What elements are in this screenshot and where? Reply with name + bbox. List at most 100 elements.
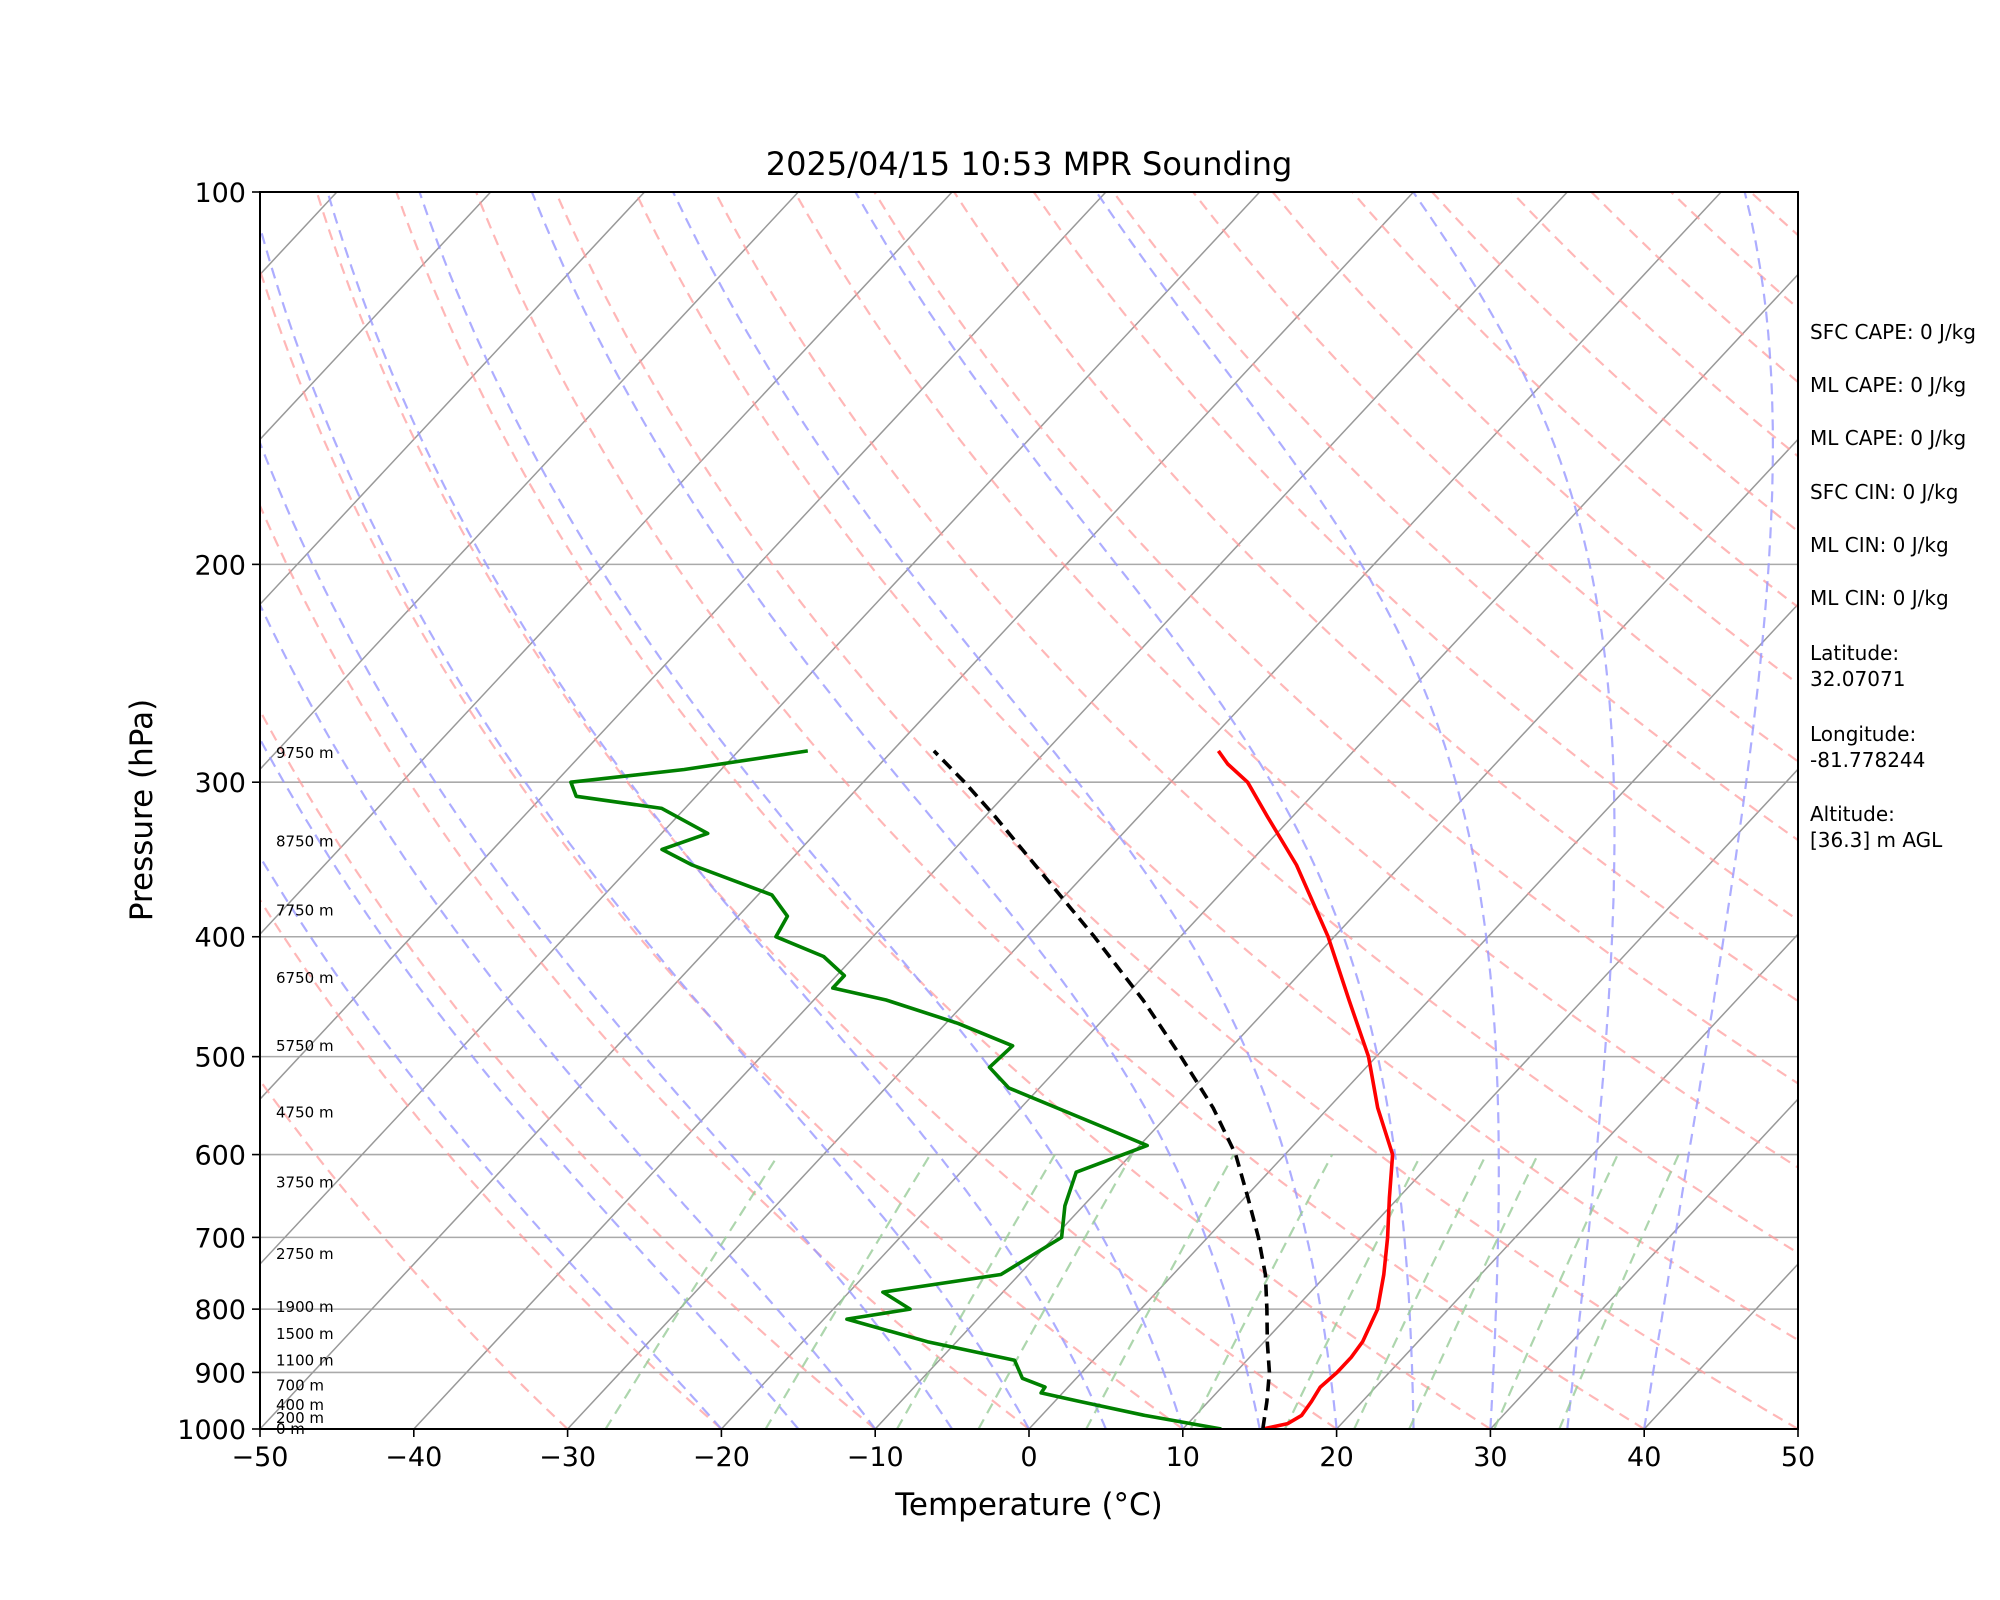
moist-adiabat-line — [260, 223, 1030, 1429]
moist-adiabat-line — [1643, 192, 1775, 1429]
mixing-ratio-line — [1283, 1154, 1422, 1429]
isotherm-line — [1489, 1098, 1798, 1429]
isotherm-lines — [260, 192, 1798, 1429]
mixing-ratio-line — [1085, 1154, 1235, 1429]
stat-sfc-cape: SFC CAPE: 0 J/kg — [1810, 320, 1976, 344]
chart-title: 2025/04/15 10:53 MPR Sounding — [766, 145, 1293, 183]
isotherm-line — [1182, 768, 1798, 1429]
stat-sfc-cin: SFC CIN: 0 J/kg — [1810, 480, 1958, 504]
dry-adiabat-line — [1032, 192, 1798, 922]
isotherm-line — [567, 192, 1722, 1429]
height-label: 200 m — [276, 1409, 324, 1427]
y-tick-label: 300 — [194, 768, 246, 799]
dry-adiabat-line — [953, 192, 1798, 1003]
moist-adiabat-line — [854, 192, 1415, 1429]
dry-adiabat-line — [475, 192, 1645, 1429]
height-label: 2750 m — [276, 1245, 334, 1263]
height-label: 4750 m — [276, 1104, 334, 1122]
y-axis-ticks: 1000 900 800 700 600 500 400 300 200 100 — [177, 178, 260, 1446]
mixing-ratio-line — [1493, 1154, 1619, 1429]
height-label: 6750 m — [276, 969, 334, 987]
dry-adiabat-line — [554, 192, 1798, 1429]
x-tick-label: −10 — [847, 1442, 904, 1473]
dry-adiabat-line — [873, 192, 1798, 1085]
sounding-stats: SFC CAPE: 0 J/kg ML CAPE: 0 J/kg ML CAPE… — [1810, 320, 1976, 852]
dry-adiabat-lines — [260, 192, 1798, 1429]
temperature-profile-line — [1216, 749, 1395, 1429]
stat-latitude-label: Latitude: — [1810, 641, 1899, 665]
x-tick-label: 30 — [1473, 1442, 1507, 1473]
x-tick-label: 20 — [1319, 1442, 1353, 1473]
isotherm-line — [260, 192, 1415, 1429]
height-label: 0 m — [276, 1420, 305, 1438]
isotherm-line — [260, 192, 799, 771]
isotherm-line — [720, 273, 1798, 1429]
x-tick-label: −40 — [385, 1442, 442, 1473]
moist-adiabat-line — [326, 192, 1107, 1429]
y-axis-label: Pressure (hPa) — [124, 699, 160, 921]
y-tick-label: 700 — [194, 1223, 246, 1254]
plot-area — [260, 192, 1798, 1429]
mixing-ratio-line — [1558, 1154, 1680, 1429]
dry-adiabat-line — [260, 898, 723, 1429]
moist-adiabat-line — [260, 854, 723, 1429]
dry-adiabat-line — [395, 192, 1492, 1429]
isotherm-line — [874, 438, 1798, 1429]
isotherm-line — [260, 192, 338, 276]
dry-adiabat-line — [1271, 192, 1798, 686]
mixing-ratio-line — [977, 1154, 1133, 1429]
moist-adiabat-line — [530, 192, 1261, 1429]
dry-adiabat-line — [1431, 192, 1798, 533]
dry-adiabat-line — [260, 1078, 569, 1429]
x-tick-label: −50 — [232, 1442, 289, 1473]
isobar-gridlines — [260, 563, 1798, 1374]
isotherm-line — [1336, 933, 1798, 1429]
stat-ml-cape: ML CAPE: 0 J/kg — [1810, 373, 1966, 397]
isotherm-line — [260, 192, 646, 606]
dry-adiabat-line — [1351, 192, 1798, 609]
mixing-ratio-line — [896, 1154, 1056, 1429]
isotherm-line — [413, 192, 1568, 1429]
dry-adiabat-line — [315, 192, 1338, 1429]
x-tick-label: −20 — [693, 1442, 750, 1473]
x-tick-label: 50 — [1781, 1442, 1815, 1473]
mixing-ratio-line — [1408, 1154, 1539, 1429]
y-tick-label: 200 — [194, 550, 246, 581]
height-label: 700 m — [276, 1376, 324, 1394]
mixing-ratio-lines — [604, 1154, 1680, 1429]
x-axis-ticks: −50 −40 −30 −20 −10 0 10 20 30 40 50 — [232, 1429, 1815, 1473]
height-label: 8750 m — [276, 832, 334, 850]
dry-adiabat-line — [260, 266, 1184, 1429]
height-label: 400 m — [276, 1396, 324, 1414]
height-label: 1500 m — [276, 1325, 334, 1343]
moist-adiabat-line — [260, 602, 877, 1429]
dewpoint-profile-line — [569, 749, 1222, 1429]
stat-latitude-value: 32.07071 — [1810, 667, 1905, 691]
dry-adiabat-line — [260, 708, 876, 1429]
dry-adiabat-line — [634, 192, 1798, 1342]
x-tick-label: 40 — [1627, 1442, 1661, 1473]
dry-adiabat-line — [1510, 192, 1798, 458]
x-axis-label: Temperature (°C) — [894, 1487, 1163, 1523]
height-label: 1900 m — [276, 1298, 334, 1316]
sounding-profiles — [569, 749, 1395, 1429]
moist-adiabat-lines — [260, 192, 1775, 1429]
moist-adiabat-line — [1412, 192, 1616, 1429]
mixing-ratio-line — [1353, 1154, 1488, 1429]
y-tick-label: 900 — [194, 1358, 246, 1389]
height-label: 5750 m — [276, 1037, 334, 1055]
dry-adiabat-line — [1112, 192, 1798, 842]
dry-adiabat-line — [714, 192, 1798, 1255]
y-tick-label: 800 — [194, 1295, 246, 1326]
plot-frame — [259, 191, 1799, 1430]
stat-altitude-label: Altitude: — [1810, 802, 1895, 826]
x-tick-label: 10 — [1166, 1442, 1200, 1473]
isotherm-line — [260, 192, 1261, 1266]
dry-adiabat-line — [260, 503, 1030, 1429]
stat-ml-cape-2: ML CAPE: 0 J/kg — [1810, 426, 1966, 450]
mixing-ratio-line — [764, 1154, 932, 1429]
stat-longitude-value: -81.778244 — [1810, 748, 1925, 772]
height-label: 9750 m — [276, 744, 334, 762]
isotherm-line — [260, 192, 1107, 1101]
